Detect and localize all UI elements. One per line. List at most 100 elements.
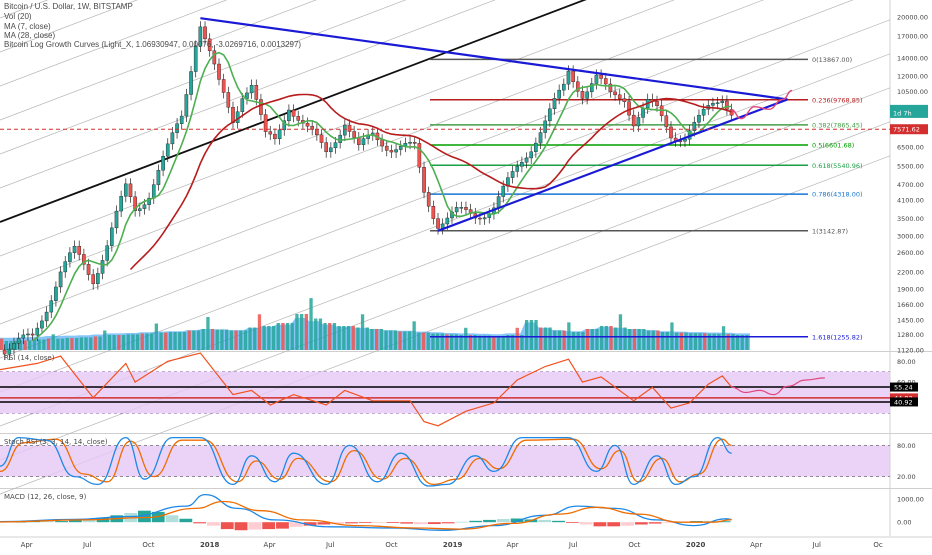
candle-body [68, 252, 72, 262]
volume-bar [285, 323, 290, 350]
candle-body [151, 184, 156, 199]
candle-body [426, 192, 431, 207]
volume-bar [379, 329, 383, 350]
volume-bar [557, 330, 562, 350]
volume-bar [70, 338, 74, 350]
rsi-value-box [890, 397, 918, 407]
macd-histogram-bar [593, 522, 607, 527]
rsi-value-label-0: 55.24 [894, 384, 913, 392]
candle-body [594, 74, 599, 84]
candle-body [277, 129, 282, 139]
candle-body [557, 89, 561, 99]
macd-histogram-bar [621, 522, 634, 526]
volume-bar [459, 335, 463, 350]
volume-bar [356, 327, 360, 350]
candle-body [589, 83, 594, 93]
volume-bar [478, 335, 482, 350]
rsi-projection [731, 377, 825, 396]
volume-bar [18, 340, 23, 350]
candle-body [30, 333, 35, 336]
volume-bar [595, 329, 599, 350]
candle-body [77, 245, 82, 255]
time-axis-tick: Jul [568, 541, 578, 549]
price-label-box [890, 107, 928, 118]
macd-histogram-bar [703, 520, 717, 523]
time-axis-tick: 2018 [200, 541, 220, 549]
volume-bar [314, 318, 318, 350]
price-axis-tick: 10500.00 [897, 88, 928, 96]
volume-bar [56, 338, 60, 350]
time-axis-tick: Apr [750, 541, 762, 549]
candle-body [552, 98, 557, 110]
volume-bar [487, 335, 491, 350]
candle-body [711, 103, 715, 106]
rsi-band [0, 371, 890, 414]
growth-curve-line [0, 0, 854, 325]
volume-bar [675, 332, 679, 350]
candle-body [249, 84, 254, 94]
volume-bar [707, 333, 712, 350]
candle-body [529, 151, 534, 159]
macd-histogram-bar [248, 522, 262, 530]
macd-histogram-bar [165, 515, 179, 523]
candle-body [697, 114, 701, 123]
candle-body [603, 78, 608, 85]
volume-bar [117, 335, 121, 350]
time-axis-tick: Jul [812, 541, 822, 549]
volume-bar [239, 330, 243, 350]
volume-bar [360, 314, 365, 350]
volume-bar [412, 321, 416, 350]
price-axis-tick: 1660.00 [897, 301, 924, 309]
volume-bar [693, 333, 698, 350]
candle-body [54, 286, 58, 301]
macd-histogram-bar [565, 522, 579, 523]
growth-curve-line [0, 0, 317, 121]
candle-body [221, 79, 226, 93]
candle-body [576, 81, 580, 92]
volume-bar [426, 332, 430, 350]
volume-bar [665, 332, 669, 350]
candle-body [510, 171, 515, 178]
volume-bar [365, 327, 369, 350]
candle-body [72, 245, 77, 254]
volume-bar [276, 323, 280, 350]
macd-histogram-bar [41, 520, 55, 523]
candle-body [259, 99, 263, 115]
candle-body [137, 208, 142, 211]
candle-body [720, 100, 725, 103]
macd-histogram-bar [331, 522, 345, 525]
volume-bar [351, 326, 355, 350]
volume-bar [520, 335, 524, 350]
volume-bar [501, 336, 505, 350]
candle-body [398, 145, 403, 150]
volume-bar [201, 329, 205, 350]
volume-bar [0, 338, 4, 350]
candle-body [26, 333, 30, 336]
candle-body [580, 91, 585, 99]
growth-curves [0, 0, 891, 495]
candle-body [165, 143, 170, 157]
rsi-value-box [890, 382, 918, 392]
candle-body [338, 134, 342, 143]
volume-bar [192, 330, 196, 350]
volume-bar [295, 314, 299, 350]
candle-body [715, 102, 720, 104]
candle-body [459, 207, 464, 209]
candle-body [548, 108, 552, 122]
fib-label-0.5: 0.5(6601.68) [812, 142, 854, 150]
candle-body [361, 138, 366, 145]
candle-body [128, 183, 133, 198]
candle-body [431, 206, 436, 219]
candle-body [566, 70, 571, 85]
price-label-box [890, 124, 928, 135]
volume-bar [75, 338, 79, 350]
volume-bar [46, 338, 51, 350]
volume-bar [332, 323, 337, 350]
candle-body [534, 142, 538, 153]
price-axis-tick: 1120.00 [897, 347, 924, 355]
volume-bar [159, 332, 163, 350]
volume-bar [154, 323, 158, 350]
volume-bar [84, 337, 88, 350]
